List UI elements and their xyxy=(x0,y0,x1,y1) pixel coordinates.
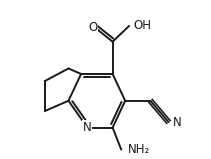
Text: N: N xyxy=(83,121,92,134)
Text: OH: OH xyxy=(134,19,152,32)
Text: NH₂: NH₂ xyxy=(128,143,150,156)
Text: O: O xyxy=(88,21,97,34)
Text: N: N xyxy=(173,116,182,129)
